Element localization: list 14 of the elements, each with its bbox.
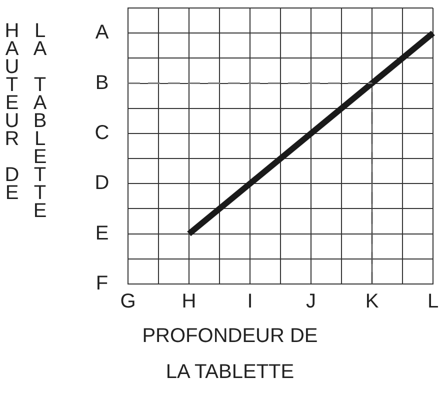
- y-axis-title: HAUTEUR DE LA TABLETTE: [1, 20, 51, 218]
- text: A: [95, 22, 110, 44]
- x-tick-label: K: [365, 290, 380, 313]
- text: D: [94, 172, 110, 194]
- x-tick-label: I: [247, 290, 253, 313]
- x-tick-label: L: [427, 290, 439, 313]
- text: C: [94, 122, 110, 144]
- x-tick-label: H: [182, 290, 196, 313]
- x-tick-label: J: [306, 290, 316, 313]
- text: B: [95, 72, 109, 94]
- text: F: [96, 272, 108, 295]
- x-tick-label: G: [120, 290, 136, 313]
- text: E: [95, 222, 109, 244]
- x-axis-title: PROFONDEUR DE LA TABLETTE: [141, 324, 319, 385]
